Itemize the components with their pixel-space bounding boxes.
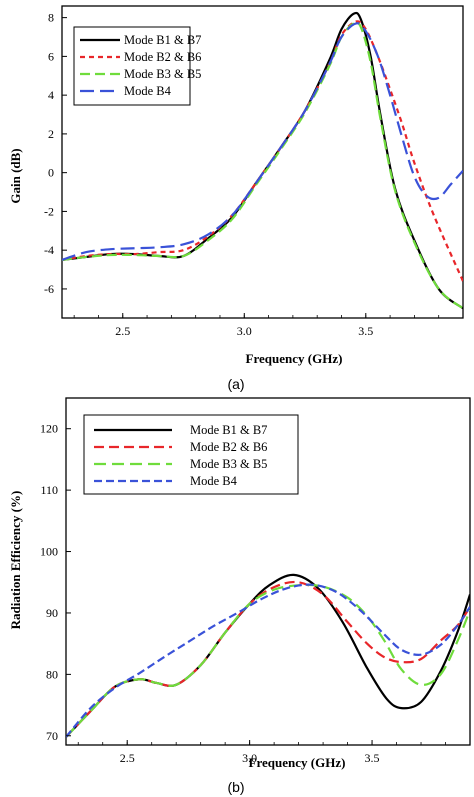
x-tick-label-a-3: 3.5: [358, 324, 373, 338]
legend-item-b-4: Mode B4: [94, 474, 238, 488]
y-tick-label-b-5: 110: [40, 483, 58, 497]
series-line-a-3: [62, 21, 463, 310]
legend-label-b-2: Mode B2 & B6: [190, 440, 267, 454]
y-tick-label-a-5: 2: [48, 127, 54, 141]
series-group-b: [66, 573, 470, 738]
legend-label-a-3: Mode B3 & B5: [124, 67, 201, 81]
y-tick-label-b-4: 100: [40, 545, 58, 559]
xlabel-b: Frequency (GHz): [249, 755, 346, 770]
legend-label-b-3: Mode B3 & B5: [190, 457, 267, 471]
caption-b: (b): [227, 779, 244, 795]
plot-frame-a: [61, 5, 464, 319]
legend-item-a-2: Mode B2 & B6: [80, 50, 201, 64]
legend-item-a-3: Mode B3 & B5: [80, 67, 201, 81]
x-tick-label-b-2: 3.0: [242, 751, 257, 765]
x-tick-label-b-3: 3.5: [365, 751, 380, 765]
legend-label-b-4: Mode B4: [190, 474, 238, 488]
y-tick-label-b-6: 120: [40, 422, 58, 436]
x-tick-label-a-2: 3.0: [237, 324, 252, 338]
legend-item-a-4: Mode B4: [80, 84, 172, 98]
y-tick-label-a-2: -4: [44, 243, 54, 257]
plot-frame-b: [65, 397, 471, 746]
legend-item-b-2: Mode B2 & B6: [94, 440, 267, 454]
legend-item-a-1: Mode B1 & B7: [80, 33, 201, 47]
x-tick-label-b-1: 2.5: [120, 751, 135, 765]
series-group-a: [62, 11, 463, 310]
x-tick-label-a-1: 2.5: [115, 324, 130, 338]
legend-label-b-1: Mode B1 & B7: [190, 423, 267, 437]
caption-a: (a): [227, 376, 244, 392]
series-line-b-2: [66, 580, 470, 738]
y-tick-label-a-1: -6: [44, 282, 54, 296]
y-tick-label-a-8: 8: [48, 11, 54, 25]
series-line-b-3: [66, 583, 470, 738]
ylabel-a: Gain (dB): [8, 148, 23, 203]
legend-label-a-1: Mode B1 & B7: [124, 33, 201, 47]
legend-item-b-3: Mode B3 & B5: [94, 457, 267, 471]
y-tick-label-a-3: -2: [44, 204, 54, 218]
series-line-a-4: [62, 22, 463, 261]
chart-panel-a: Gain (dB) Frequency (GHz) (a) Mode B1 & …: [8, 5, 464, 392]
legend-label-a-4: Mode B4: [124, 84, 172, 98]
xlabel-a: Frequency (GHz): [246, 351, 343, 366]
legend-label-a-2: Mode B2 & B6: [124, 50, 201, 64]
legend-item-b-1: Mode B1 & B7: [94, 423, 267, 437]
y-tick-label-b-2: 80: [46, 667, 58, 681]
y-tick-label-a-7: 6: [48, 49, 54, 63]
y-tick-label-a-6: 4: [48, 88, 54, 102]
y-tick-label-b-3: 90: [46, 606, 58, 620]
series-line-b-4: [66, 583, 470, 738]
series-line-b-1: [66, 573, 470, 738]
y-tick-label-a-4: 0: [48, 166, 54, 180]
ylabel-b: Radiation Efficiency (%): [8, 491, 23, 630]
chart-panel-b: Radiation Efficiency (%) Frequency (GHz)…: [8, 397, 471, 795]
y-tick-label-b-1: 70: [46, 729, 58, 743]
